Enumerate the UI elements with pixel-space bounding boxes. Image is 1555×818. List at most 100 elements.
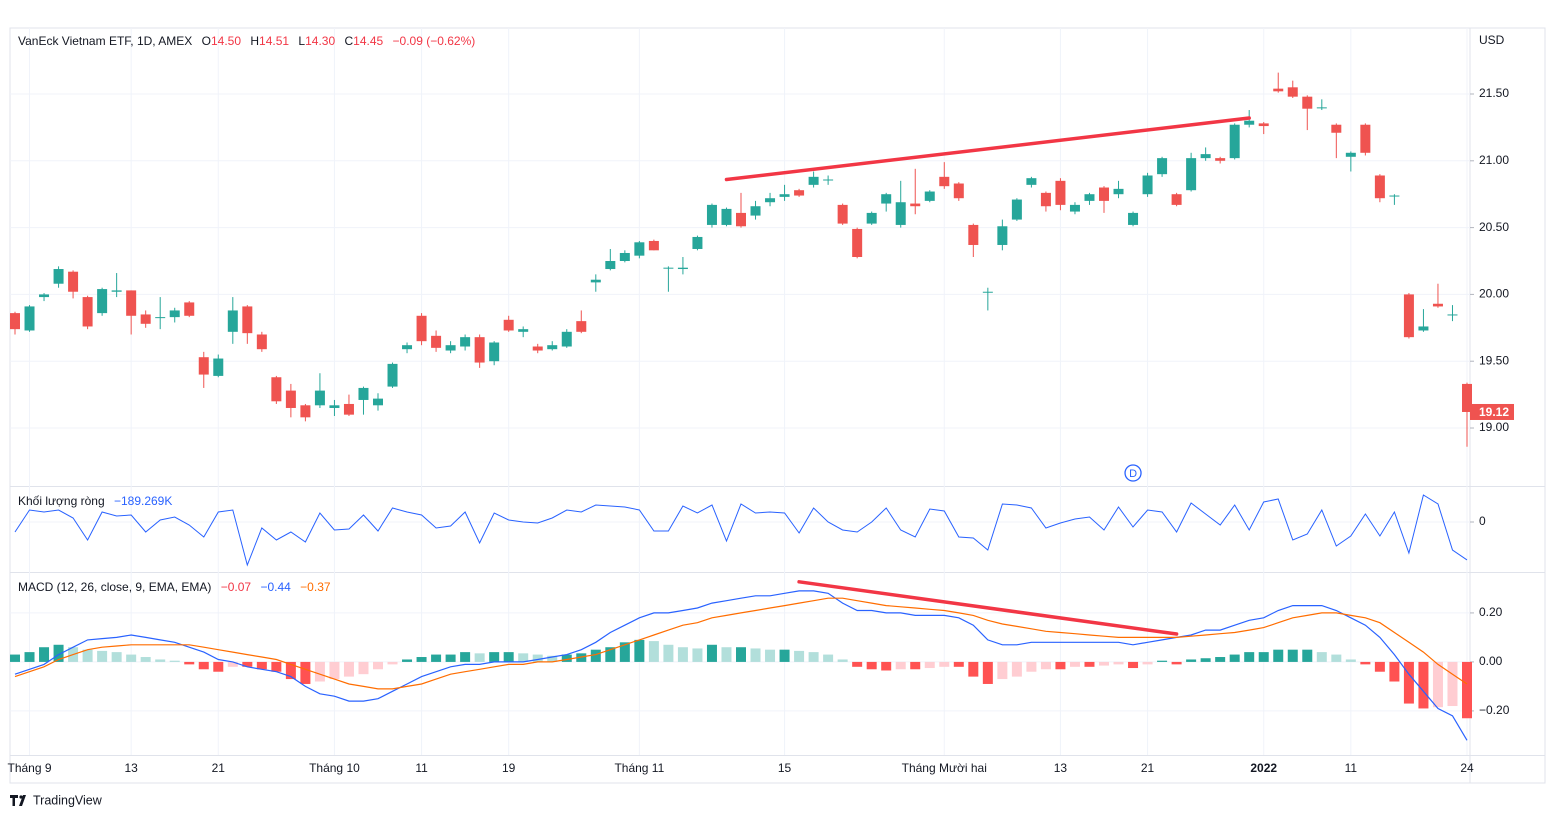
- candle-body: [721, 208, 732, 225]
- histogram-bar: [10, 654, 20, 662]
- x-tick-label: 13: [1054, 761, 1068, 775]
- candle-body: [1403, 294, 1414, 338]
- candle-body: [242, 306, 253, 334]
- logo-dot: [19, 795, 23, 799]
- candle-body: [1142, 175, 1153, 195]
- histogram-bar: [837, 659, 848, 662]
- candle-body: [82, 297, 93, 327]
- histogram-bar: [619, 642, 630, 662]
- candle-body: [503, 319, 514, 331]
- histogram-bar: [1171, 661, 1182, 665]
- histogram-bar: [1331, 654, 1342, 662]
- histogram-bar: [1360, 661, 1371, 665]
- candle-body: [1258, 123, 1269, 127]
- candle-body: [1331, 124, 1342, 133]
- legend-key: O: [202, 34, 211, 48]
- candle-body: [373, 398, 383, 406]
- candle-body: [445, 345, 456, 351]
- histogram-bar: [750, 648, 761, 662]
- histogram-bar: [503, 652, 514, 662]
- candle-body: [169, 310, 180, 318]
- candle-body: [1229, 124, 1240, 159]
- x-tick-label: Tháng 11: [614, 761, 664, 775]
- histogram-bar: [1142, 661, 1153, 665]
- candle-body: [692, 236, 703, 249]
- histogram-bar: [721, 647, 732, 662]
- candle-body: [53, 269, 64, 284]
- candle-body: [532, 346, 543, 351]
- histogram-bar: [648, 641, 659, 662]
- histogram-bar: [794, 650, 805, 662]
- candle-body: [1011, 199, 1022, 220]
- histogram-bar: [489, 652, 500, 662]
- histogram-bar: [1244, 652, 1255, 662]
- logo-mark: [10, 795, 26, 806]
- candle-body: [387, 363, 398, 387]
- histogram-bar: [213, 661, 224, 672]
- histogram-bar: [314, 661, 325, 682]
- histogram-bar: [590, 649, 601, 662]
- histogram-bar: [1374, 661, 1385, 672]
- histogram-bar: [1055, 661, 1066, 670]
- histogram-bar: [1200, 658, 1211, 662]
- candle-body: [416, 315, 427, 342]
- x-tick-label: 15: [778, 761, 792, 775]
- indicator-value: −0.44: [260, 580, 291, 594]
- histogram-bar: [736, 647, 746, 662]
- candle-body: [1157, 158, 1168, 175]
- histogram-bar: [765, 649, 776, 662]
- histogram-bar: [924, 661, 935, 669]
- x-tick-label: 24: [1460, 761, 1474, 775]
- candle-body: [1069, 204, 1080, 212]
- candle-body: [706, 204, 717, 225]
- legend-key: H: [250, 34, 259, 48]
- histogram-bar: [111, 652, 122, 662]
- candle-body: [227, 310, 238, 332]
- candle-body: [1084, 194, 1095, 201]
- histogram-bar: [82, 649, 93, 662]
- histogram-bar: [445, 654, 456, 662]
- histogram-bar: [1069, 661, 1080, 667]
- histogram-bar: [256, 661, 267, 670]
- histogram-bar: [155, 659, 166, 662]
- candle-body: [155, 317, 166, 319]
- y-tick-label: 20.50: [1479, 220, 1509, 234]
- indicator-value: −189.269K: [114, 494, 172, 508]
- candle-body: [431, 335, 442, 348]
- legend-value: 14.30: [305, 34, 335, 48]
- histogram-bar: [169, 660, 180, 662]
- candle-body: [1345, 152, 1356, 157]
- histogram-bar: [343, 661, 354, 677]
- candle-body: [1432, 303, 1443, 307]
- histogram-bar: [271, 661, 282, 672]
- candle-body: [1360, 124, 1371, 153]
- candle-body: [111, 290, 122, 292]
- histogram-bar: [373, 661, 383, 670]
- histogram-bar: [24, 652, 35, 662]
- candle-body: [895, 202, 906, 225]
- candle-body: [953, 183, 964, 199]
- candle-body: [837, 204, 848, 224]
- candle-body: [1389, 195, 1400, 197]
- candle-body: [1462, 383, 1472, 412]
- histogram-bar: [39, 647, 50, 662]
- candle-body: [750, 206, 761, 216]
- histogram-bar: [532, 654, 543, 662]
- x-tick-label: 21: [1141, 761, 1155, 775]
- histogram-bar: [285, 661, 296, 680]
- chart-frame: [9, 27, 1546, 784]
- y-tick-label: 0.20: [1479, 605, 1503, 619]
- net-volume-line: [14, 494, 1468, 567]
- histogram-bar: [140, 657, 151, 662]
- histogram-bar: [706, 644, 717, 662]
- x-tick-label: 19: [502, 761, 516, 775]
- histogram-bar: [242, 661, 253, 667]
- candle-body: [329, 405, 340, 408]
- histogram-bar: [1258, 652, 1269, 662]
- footer-logo: [10, 795, 26, 806]
- x-tick-label: 11: [415, 761, 428, 775]
- histogram-bar: [561, 654, 572, 662]
- candle-body: [256, 334, 267, 350]
- histogram-bar: [1418, 661, 1429, 709]
